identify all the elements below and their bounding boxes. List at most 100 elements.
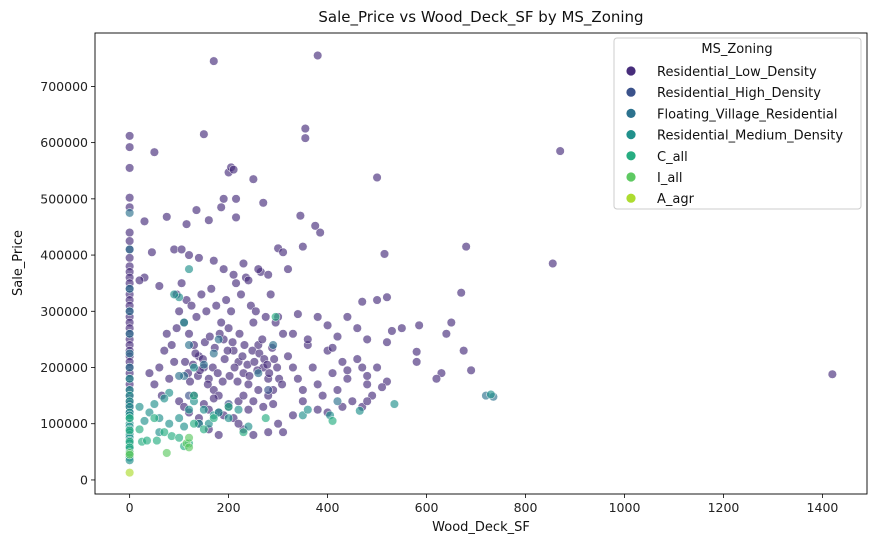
point-residential-low-density [154,362,164,373]
point-residential-low-density [219,194,229,204]
point-residential-low-density [203,379,213,389]
point-residential-medium-density [159,393,169,403]
point-c-all [125,425,135,436]
point-residential-low-density [387,326,397,336]
point-residential-low-density [244,371,254,381]
point-residential-low-density [278,427,288,437]
legend-label-floating-village-residential: Floating_Village_Residential [657,107,837,122]
point-residential-low-density [362,334,372,344]
point-residential-low-density [218,377,228,387]
point-residential-low-density [249,357,259,367]
point-residential-low-density [209,256,219,266]
legend-marker-residential-high-density [626,87,636,97]
point-residential-low-density [232,377,243,387]
point-residential-low-density [272,362,282,373]
point-residential-low-density [342,312,352,322]
point-residential-low-density [372,172,382,183]
legend-marker-residential-low-density [626,66,636,76]
point-residential-low-density [149,147,159,157]
point-residential-low-density [298,385,308,395]
point-floating-village-residential [209,348,219,359]
point-residential-low-density [239,340,250,350]
point-residential-low-density [191,312,201,322]
x-tick-label: 1200 [708,500,740,515]
point-residential-low-density [125,163,135,173]
point-residential-low-density [362,379,372,389]
point-residential-low-density [263,427,273,437]
point-residential-low-density [216,317,226,328]
point-residential-low-density [154,281,164,291]
point-residential-low-density [295,211,305,221]
point-residential-low-density [162,212,172,222]
y-tick-label: 300000 [40,304,88,319]
y-tick-label: 400000 [40,248,88,263]
y-axis: 0 100000 200000 300000 400000 500000 600000 700… [40,79,95,487]
point-residential-low-density [313,312,323,322]
x-tick-label: 0 [126,500,134,515]
point-residential-low-density [261,312,271,322]
point-residential-low-density [372,362,382,373]
point-c-all [152,436,162,446]
point-residential-low-density [337,357,347,367]
point-residential-low-density [288,329,298,339]
point-floating-village-residential [253,368,263,378]
point-residential-low-density [258,198,268,208]
point-residential-low-density [414,320,424,330]
x-tick-label: 600 [415,500,439,515]
point-floating-village-residential [125,306,135,316]
point-c-all [142,436,152,446]
point-residential-low-density [283,351,293,361]
point-residential-low-density [446,317,456,328]
point-residential-low-density [174,306,184,316]
point-residential-low-density [253,264,263,274]
x-tick-label: 400 [316,500,340,515]
point-residential-low-density [379,249,390,259]
x-tick-label: 1400 [807,500,839,515]
point-residential-low-density [327,368,338,378]
point-residential-low-density [251,306,261,316]
legend-marker-residential-medium-density [626,130,636,140]
legend-label-i-all: I_all [657,171,683,186]
point-residential-low-density [211,301,221,311]
y-tick-label: 0 [80,472,88,487]
point-residential-low-density [224,323,234,333]
point-residential-low-density [266,289,276,299]
point-residential-low-density [357,297,367,307]
point-residential-medium-density [189,362,199,373]
legend-marker-a-agr [626,193,636,203]
y-axis-label: Sale_Price [11,230,26,296]
point-residential-low-density [323,320,333,330]
point-c-all [238,427,249,437]
point-residential-low-density [283,264,293,274]
point-residential-low-density [194,253,204,263]
point-residential-low-density [431,374,442,384]
point-residential-low-density [196,289,206,299]
legend-box [613,37,862,210]
point-residential-low-density [236,289,246,299]
point-residential-low-density [466,365,476,375]
point-floating-village-residential [214,334,224,344]
point-residential-low-density [248,174,258,184]
point-floating-village-residential [125,208,135,218]
data-points [125,50,837,478]
point-residential-low-density [238,391,249,401]
point-residential-low-density [201,306,211,316]
point-residential-low-density [827,369,837,379]
point-residential-low-density [412,347,422,357]
point-residential-low-density [257,334,267,344]
point-floating-village-residential [125,244,135,254]
point-residential-low-density [190,348,201,359]
point-residential-low-density [237,351,248,361]
point-floating-village-residential [184,340,194,350]
point-residential-low-density [223,346,233,356]
point-residential-low-density [226,306,236,316]
point-residential-low-density [548,258,558,269]
point-c-all [327,416,338,426]
point-residential-medium-density [134,402,145,412]
point-residential-low-density [225,371,235,381]
point-residential-low-density [204,215,214,225]
legend-label-residential-medium-density: Residential_Medium_Density [657,129,843,144]
point-c-all [261,413,271,423]
point-residential-low-density [134,275,145,285]
point-residential-low-density [303,334,313,344]
